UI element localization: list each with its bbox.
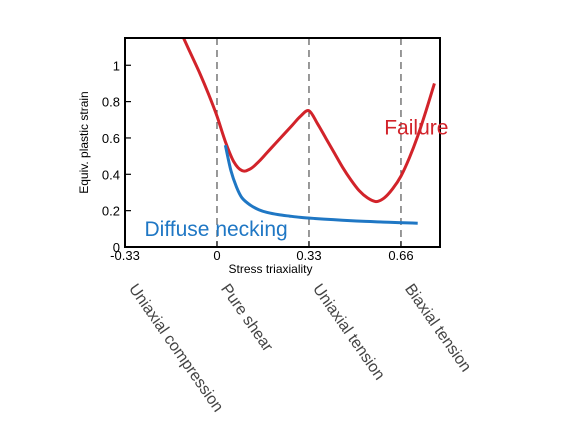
plot-frame bbox=[124, 37, 441, 248]
y-tick-label-0: 0 bbox=[113, 240, 120, 255]
series-label-0: Failure bbox=[384, 116, 448, 139]
series-labels: Failure Diffuse necking bbox=[145, 116, 449, 241]
tick-labels: 00.20.40.60.81-0.33 0 0.33 0.66 bbox=[102, 58, 414, 263]
y-tick-label-2: 0.4 bbox=[102, 167, 120, 182]
y-tick-label-1: 0.2 bbox=[102, 204, 120, 219]
y-tick-label-5: 1 bbox=[113, 58, 120, 73]
x-tick-label-3: 0.66 bbox=[388, 248, 413, 263]
y-tick-label-3: 0.6 bbox=[102, 131, 120, 146]
x-tick-label-2: 0.33 bbox=[296, 248, 321, 263]
reference-lines bbox=[216, 38, 402, 247]
series-line-1 bbox=[223, 144, 418, 225]
ticks bbox=[124, 64, 402, 248]
y-axis-label: Equiv. plastic strain bbox=[77, 91, 91, 194]
y-tick-label-4: 0.8 bbox=[102, 95, 120, 110]
series-layer bbox=[182, 38, 436, 225]
x-axis-label: Stress triaxiality bbox=[228, 262, 312, 276]
x-tick-label-0: -0.33 bbox=[110, 248, 140, 263]
series-line-0 bbox=[182, 38, 436, 204]
series-label-1: Diffuse necking bbox=[145, 218, 288, 241]
x-tick-label-1: 0 bbox=[213, 248, 220, 263]
